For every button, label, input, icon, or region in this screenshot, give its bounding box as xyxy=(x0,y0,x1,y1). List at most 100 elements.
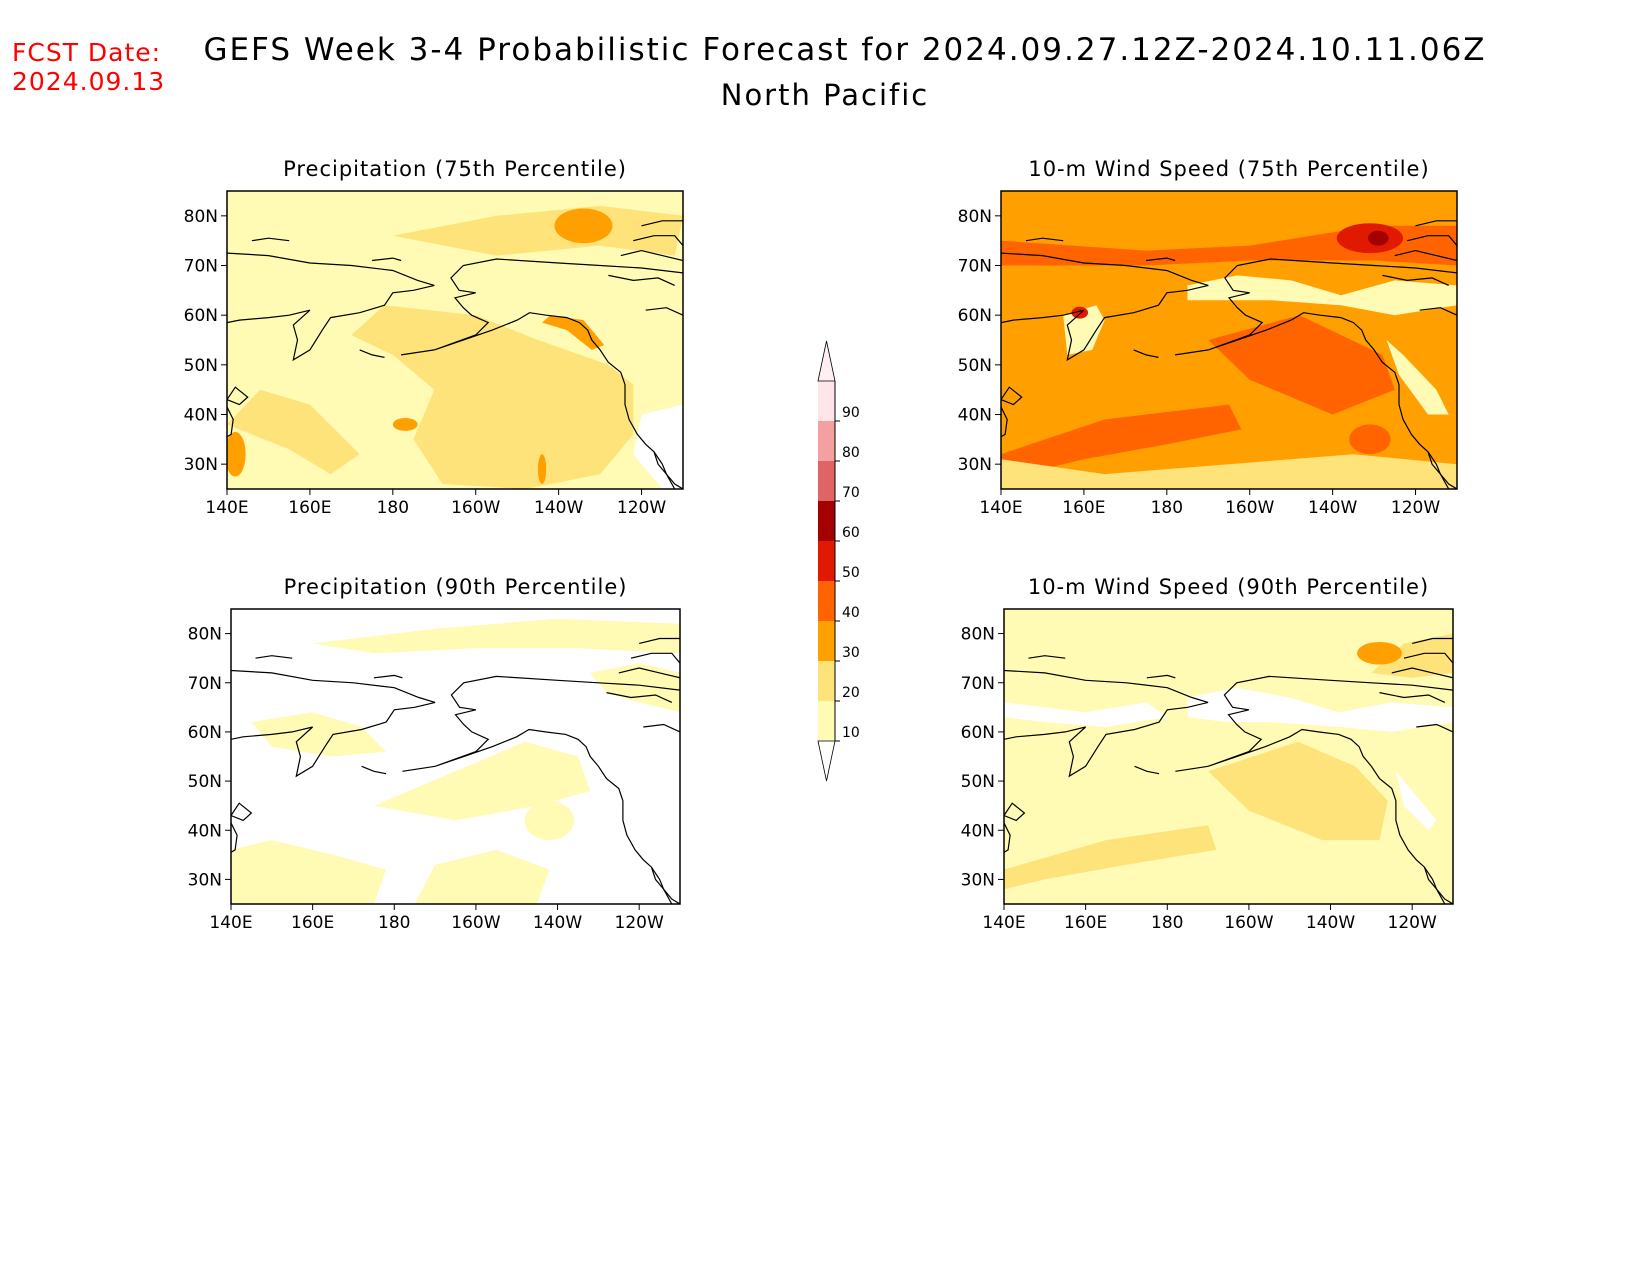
panel-precip75-coastline xyxy=(620,249,683,262)
panel-precip75-coastline xyxy=(401,349,435,356)
panel-wind75-coastline xyxy=(1175,349,1209,356)
panel-precip90-map xyxy=(231,609,680,904)
panel-precip90-lat-label: 60N xyxy=(188,723,222,743)
panel-precip90-lon-label: 180 xyxy=(378,913,410,933)
panel-wind75-lon-label: 140E xyxy=(979,498,1022,518)
panel-wind90-coastline xyxy=(1416,723,1453,733)
panel-wind90-coastline xyxy=(1134,765,1160,775)
panel-wind90-map xyxy=(1004,609,1453,904)
panel-wind75-coastline xyxy=(1427,451,1450,489)
panel-wind75-coastline xyxy=(1382,274,1449,286)
panel-wind90-coastline xyxy=(1175,765,1209,772)
panel-wind75-lon-label: 120W xyxy=(1391,498,1440,518)
panel-wind75-patch-darkred xyxy=(1367,230,1389,246)
panel-precip75-fill-west xyxy=(227,389,360,475)
panel-wind90-lat-label: 30N xyxy=(961,870,995,890)
panel-precip90-lat-label: 40N xyxy=(188,821,222,841)
panel-wind75-coastline xyxy=(1001,284,1209,362)
panel-wind75: 10-m Wind Speed (75th Percentile) 80N 70N 6… xyxy=(958,157,1458,518)
panel-wind90-lat-label: 80N xyxy=(961,625,995,645)
panel-wind75-coastline xyxy=(1394,249,1457,262)
panel-precip90-lat-label: 70N xyxy=(188,674,222,694)
panel-wind90-lon-label: 160W xyxy=(1224,913,1273,933)
panel-wind90-clear-siberia xyxy=(1004,702,1168,727)
panel-precip90-coastline xyxy=(402,765,436,772)
panel-precip90-patch-ne xyxy=(590,663,680,713)
panel-wind75-lat-label: 80N xyxy=(958,207,992,227)
panel-wind75-lat-label: 50N xyxy=(958,356,992,376)
panel-precip90-lat-label: 50N xyxy=(188,772,222,792)
panel-precip90-coastline xyxy=(630,652,680,664)
panel-wind75-coastline xyxy=(1208,258,1457,489)
panel-precip75-fill-pacific xyxy=(351,305,634,489)
legend-label: 80 xyxy=(842,445,860,461)
panel-precip90-coastline xyxy=(373,674,403,679)
panel-precip75-patch-arctic xyxy=(554,208,613,244)
panel-wind75-patch-red-kam xyxy=(1071,306,1089,319)
panel-precip75-lon-label: 160W xyxy=(451,498,500,518)
panel-wind90-coastline xyxy=(1004,802,1026,822)
panel-wind90-lon-label: 160E xyxy=(1064,913,1107,933)
panel-precip90-coastline xyxy=(650,866,673,904)
panel-wind90-lat-label: 40N xyxy=(961,821,995,841)
panel-precip75-lon-label: 120W xyxy=(617,498,666,518)
panel-precip75-lon-label: 160E xyxy=(288,498,331,518)
panel-precip75-coastline xyxy=(633,235,683,246)
panel-wind75-coastline xyxy=(1419,307,1457,316)
legend-swatch xyxy=(818,381,835,421)
page-title: GEFS Week 3-4 Probabilistic Forecast for… xyxy=(203,32,1487,68)
panel-wind75-coastline xyxy=(1001,386,1023,406)
panel-precip75-lon-label: 140W xyxy=(534,498,583,518)
panel-precip75-lon-label: 140E xyxy=(205,498,248,518)
page-subtitle: North Pacific xyxy=(720,78,930,112)
legend-label: 20 xyxy=(842,685,860,701)
panel-precip90-coastline xyxy=(231,822,238,854)
panel-wind75-coastline xyxy=(1001,406,1008,438)
panel-wind75-lon-label: 140W xyxy=(1308,498,1357,518)
panel-wind75-band-west xyxy=(1001,404,1242,480)
legend-swatch xyxy=(818,541,835,581)
panel-wind90-lat-label: 70N xyxy=(961,674,995,694)
panel-wind90-lat-label: 60N xyxy=(961,723,995,743)
panel-precip90-lat-label: 30N xyxy=(188,870,222,890)
legend-swatch xyxy=(818,701,835,741)
panel-precip90-frame xyxy=(230,608,681,905)
panel-precip75-coastline xyxy=(641,220,683,227)
panel-precip90-title: Precipitation (90th Percentile) xyxy=(284,575,628,599)
panel-wind75-patch-coast xyxy=(1386,340,1449,415)
panel-wind75-band-land xyxy=(1187,275,1457,316)
panel-precip75-lat-label: 40N xyxy=(184,406,218,426)
legend-swatch xyxy=(818,581,835,621)
panel-precip75-patch-japan xyxy=(227,431,246,477)
forecast-date-label: FCST Date: xyxy=(12,38,162,67)
panel-wind90: 10-m Wind Speed (90th Percentile) 80N 70N 6… xyxy=(961,575,1454,933)
legend-label: 40 xyxy=(842,605,860,621)
forecast-date-block: FCST Date: 2024.09.13 xyxy=(12,38,165,96)
panel-wind90-coastline xyxy=(1004,822,1011,854)
panel-wind90-clear-land xyxy=(1187,687,1453,732)
panel-precip90-coastline xyxy=(618,667,680,679)
panel-precip90-coastline xyxy=(643,723,680,733)
panel-wind75-band-gulf xyxy=(1208,315,1395,415)
panel-wind75-coastline xyxy=(1415,220,1457,227)
panel-precip75-coastline xyxy=(227,252,435,286)
legend-swatch xyxy=(818,461,835,501)
panel-precip75-lat-label: 50N xyxy=(184,356,218,376)
legend-swatch xyxy=(818,661,835,701)
legend-label: 60 xyxy=(842,525,860,541)
panel-wind90-lon-label: 120W xyxy=(1388,913,1437,933)
panel-precip75-patch-panhandle xyxy=(542,315,605,350)
legend-label: 30 xyxy=(842,645,860,661)
legend-top-cap xyxy=(817,340,836,382)
panel-precip75-coastline xyxy=(608,274,675,286)
panel-wind75-lat-label: 70N xyxy=(958,257,992,277)
panel-wind75-coastline xyxy=(1001,252,1209,286)
panel-precip75-coastline xyxy=(372,257,402,262)
panel-wind90-patch-gulf xyxy=(1208,741,1388,841)
panel-precip75-patch-south xyxy=(537,454,547,485)
panel-wind75-patch-kamchatka xyxy=(1063,305,1105,355)
panel-precip75-lat-label: 70N xyxy=(184,257,218,277)
panel-wind75-lat-label: 30N xyxy=(958,455,992,475)
panel-wind75-map xyxy=(1001,191,1457,489)
legend-swatch xyxy=(818,421,835,461)
